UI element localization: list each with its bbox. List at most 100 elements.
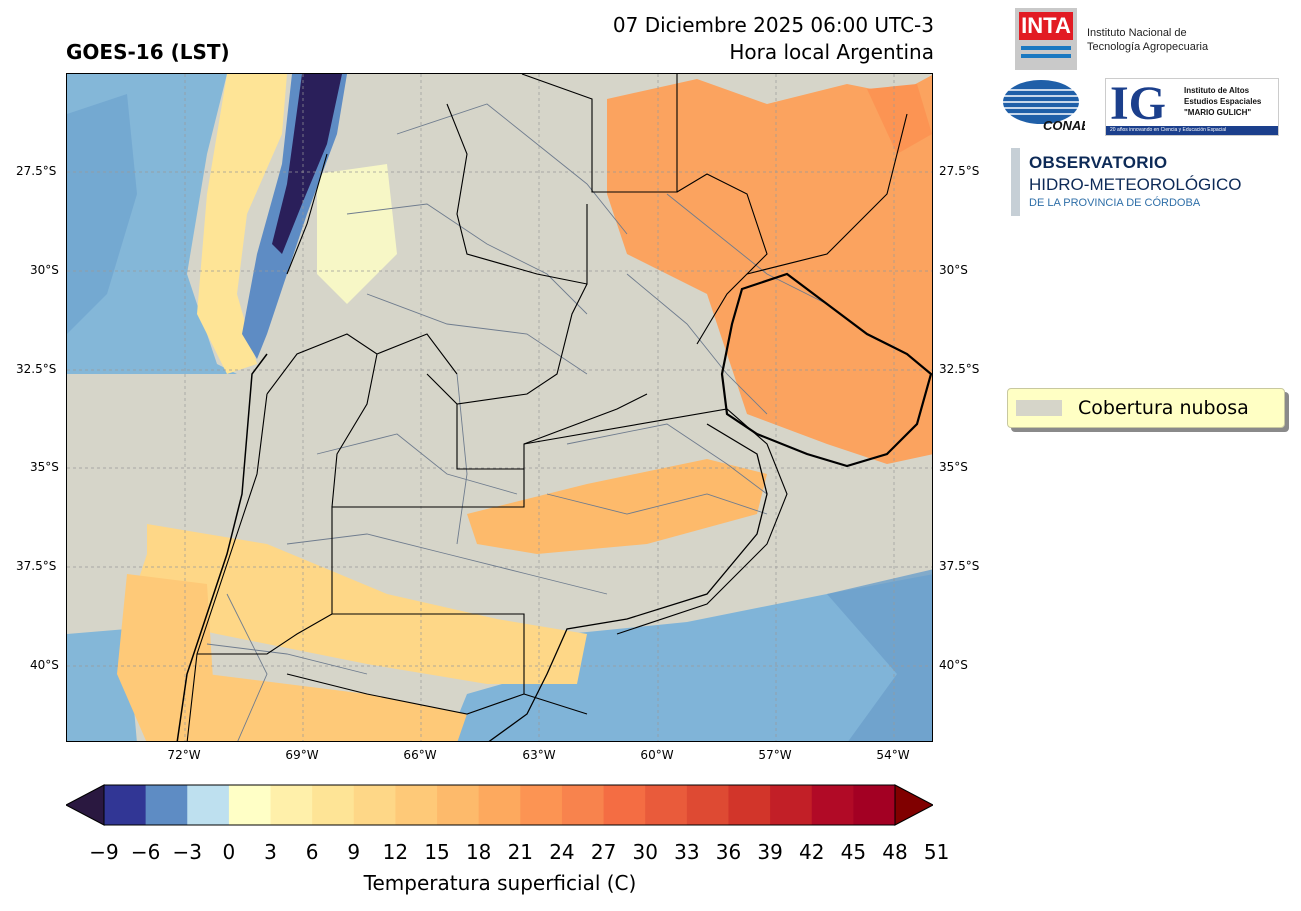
lon-label: 54°W	[876, 748, 910, 762]
lat-label-left: 27.5°S	[16, 164, 57, 178]
warm-north-east	[607, 75, 932, 464]
ig-text-line: Instituto de Altos	[1184, 86, 1250, 95]
colorbar-label: Temperatura superficial (C)	[363, 871, 637, 895]
colorbar-segment	[187, 785, 230, 825]
andes-pale	[317, 164, 397, 304]
colorbar-tick-label: 18	[465, 840, 492, 864]
inta-logo-stripe	[1021, 46, 1071, 50]
colorbar-segment	[270, 785, 313, 825]
colorbar-segment	[228, 785, 272, 825]
colorbar-tick-label: 21	[507, 840, 534, 864]
colorbar-segment	[520, 785, 563, 825]
colorbar-segment	[770, 785, 813, 825]
andes-light-warm	[197, 74, 287, 374]
ig-logo-mark: IG	[1110, 77, 1167, 130]
inta-logo: INTA	[1015, 8, 1077, 70]
colorbar-segment	[853, 785, 896, 825]
colorbar-segment	[145, 785, 188, 825]
colorbar-segment	[478, 785, 521, 825]
lat-label-left: 37.5°S	[16, 559, 57, 573]
warm-patagonia	[197, 674, 467, 741]
lon-label: 63°W	[522, 748, 556, 762]
lat-label-left: 40°S	[30, 658, 59, 672]
colorbar-tick-label: 27	[590, 840, 617, 864]
cloud-cover-legend: Cobertura nubosa	[1007, 388, 1285, 428]
datetime-title: 07 Diciembre 2025 06:00 UTC-3 Hora local…	[613, 12, 934, 66]
colorbar-segment	[104, 785, 147, 825]
colorbar-tick-label: 30	[632, 840, 658, 864]
colorbar-segment	[437, 785, 480, 825]
colorbar-segment	[728, 785, 771, 825]
colorbar-tick-label: 15	[424, 840, 450, 864]
lat-label-right: 35°S	[939, 460, 968, 474]
map-panel	[66, 73, 933, 742]
colorbar-segment	[312, 785, 355, 825]
observatorio-province: DE LA PROVINCIA DE CÓRDOBA	[1029, 197, 1201, 209]
chile-border	[176, 353, 268, 741]
lat-label-left: 30°S	[30, 263, 59, 277]
inta-name: Instituto Nacional de Tecnología Agropec…	[1087, 26, 1208, 54]
lon-label: 69°W	[285, 748, 319, 762]
lat-label-right: 30°S	[939, 263, 968, 277]
map-canvas	[67, 74, 932, 741]
observatorio-subtitle: HIDRO-METEOROLÓGICO	[1029, 175, 1242, 194]
colorbar-segment	[395, 785, 438, 825]
colorbar-tick-label: 45	[840, 840, 867, 864]
department-boundaries	[206, 103, 828, 741]
temperature-colorbar	[66, 784, 933, 826]
colorbar-segment	[686, 785, 729, 825]
colorbar-tick-label: 0	[222, 840, 236, 864]
inta-name-line: Tecnología Agropecuaria	[1087, 41, 1209, 53]
lat-label-right: 37.5°S	[939, 559, 980, 573]
colorbar-tick-label: −6	[130, 840, 161, 864]
lon-label: 57°W	[758, 748, 792, 762]
colorbar-tick-label: 51	[923, 840, 950, 864]
local-time-line: Hora local Argentina	[729, 40, 934, 64]
colorbar-tick-label: 9	[347, 840, 361, 864]
colorbar-segment	[353, 785, 396, 825]
lat-label-left: 35°S	[30, 460, 59, 474]
colorbar-tick-label: 6	[305, 840, 319, 864]
inta-name-line: Instituto Nacional de	[1087, 27, 1187, 39]
colorbar-tick-label: 42	[799, 840, 825, 864]
lat-label-left: 32.5°S	[16, 362, 57, 376]
warm-patch-ne	[867, 84, 932, 154]
colorbar-tick-label: 48	[882, 840, 908, 864]
colorbar-tick-label: 36	[715, 840, 742, 864]
map-title: GOES-16 (LST)	[66, 40, 230, 64]
uruguay-border	[720, 272, 932, 468]
observatorio-logo-bar	[1011, 148, 1020, 216]
cloud-cover-label: Cobertura nubosa	[1078, 397, 1249, 419]
conae-logo: CONAE	[1003, 80, 1085, 132]
lon-label: 66°W	[403, 748, 437, 762]
atlantic-cool-area	[447, 574, 932, 741]
colorbar-tick-label: −9	[89, 840, 119, 864]
colorbar-segment	[811, 785, 854, 825]
ig-logo: IG Instituto de Altos Estudios Espaciale…	[1105, 78, 1279, 136]
warm-bsas-band	[467, 459, 767, 554]
observatorio-title: OBSERVATORIO	[1029, 153, 1168, 172]
cloud-cover-swatch	[1016, 400, 1062, 416]
ig-logo-band: 20 años innovando en Ciencia y Educación…	[1106, 126, 1278, 135]
colorbar-tick-label: 24	[549, 840, 575, 864]
conae-text: CONAE	[1043, 118, 1085, 132]
colorbar-tick-label: 12	[382, 840, 409, 864]
inta-logo-stripe	[1021, 54, 1071, 58]
colorbar-over-arrow	[894, 784, 933, 826]
colorbar-segment	[603, 785, 646, 825]
colorbar-tick-label: 3	[264, 840, 277, 864]
ig-text-line: Estudios Espaciales	[1184, 97, 1262, 106]
date-line: 07 Diciembre 2025 06:00 UTC-3	[612, 13, 934, 37]
lat-label-right: 32.5°S	[939, 362, 980, 376]
colorbar-segment	[645, 785, 688, 825]
ig-logo-text: Instituto de Altos Estudios Espaciales "…	[1184, 85, 1261, 118]
andes-very-cold	[272, 74, 342, 254]
colorbar-segment	[561, 785, 605, 825]
warm-south-band	[127, 524, 587, 684]
colorbar-tick-label: 39	[757, 840, 783, 864]
colorbar-tick-label: −3	[172, 840, 202, 864]
coastline	[488, 423, 768, 741]
lon-label: 72°W	[167, 748, 201, 762]
colorbar-tick-label: 33	[674, 840, 700, 864]
inta-logo-mark: INTA	[1019, 12, 1073, 40]
